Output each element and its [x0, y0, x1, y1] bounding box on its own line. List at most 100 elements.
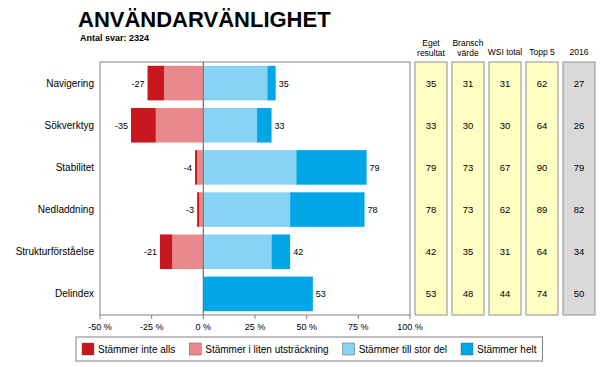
table-cell: 90 [537, 162, 548, 173]
legend-swatch [343, 343, 355, 355]
bar-segment [195, 150, 197, 185]
bar-segment [199, 192, 203, 227]
column-header-line: resultat [417, 48, 446, 58]
category-label: Strukturförståelse [16, 246, 95, 257]
bar-segment [160, 234, 172, 269]
table-cell: 89 [537, 204, 548, 215]
column-header-line: WSI total [488, 47, 523, 57]
table-cell: 48 [463, 288, 474, 299]
table-column [526, 62, 558, 315]
x-tick-label: -25 % [140, 322, 164, 332]
legend-swatch [82, 343, 94, 355]
category-label: Nedladdning [38, 204, 94, 215]
column-header-line: Eget [422, 38, 440, 48]
total-label: -27 [132, 79, 145, 89]
x-tick-label: 100 % [397, 322, 423, 332]
total-label: 35 [279, 79, 289, 89]
column-header: WSI total [488, 47, 523, 57]
table-cell: 73 [463, 204, 474, 215]
table-cell: 79 [574, 162, 585, 173]
table-cell: 62 [500, 204, 511, 215]
subtitle: Antal svar: 2324 [80, 33, 149, 43]
column-header-line: Bransch [452, 38, 483, 48]
x-tick [203, 315, 204, 319]
zero-line [203, 62, 204, 315]
table-column [563, 62, 595, 315]
column-header-line: 2016 [570, 47, 589, 57]
bar-segment [203, 192, 290, 227]
x-tick-label: 50 % [296, 322, 317, 332]
x-tick-label: 25 % [245, 322, 266, 332]
category-label: Stabilitet [56, 162, 95, 173]
table-cell: 78 [426, 204, 437, 215]
table-cell: 31 [500, 78, 511, 89]
x-tick [306, 315, 307, 319]
bar-segment [197, 192, 199, 227]
table-column [452, 62, 484, 315]
legend-label: Stämmer helt [477, 344, 537, 355]
x-tick [358, 315, 359, 319]
bar-segment [267, 66, 275, 101]
bar-segment [290, 192, 364, 227]
legend-swatch [189, 343, 201, 355]
bar-segment [172, 234, 203, 269]
table-cell: 35 [426, 78, 437, 89]
bar-segment [164, 66, 203, 101]
total-label: -3 [186, 205, 194, 215]
x-tick-label: -50 % [88, 322, 112, 332]
category-label: Sökverktyg [45, 120, 94, 131]
chart: ANVÄNDARVÄNLIGHETAntal svar: 2324 -50 % -2… [0, 0, 600, 367]
category-label: Navigering [46, 78, 94, 89]
table-cell: 31 [500, 246, 511, 257]
table-cell: 64 [537, 120, 548, 131]
table-column [415, 62, 447, 315]
table-cell: 42 [426, 246, 437, 257]
column-header: Topp 5 [529, 47, 555, 57]
table-cell: 30 [500, 120, 511, 131]
total-label: 53 [316, 289, 326, 299]
bar-segment [257, 108, 271, 143]
table-cell: 74 [537, 288, 548, 299]
legend-label: Stämmer till stor del [359, 344, 447, 355]
column-header-line: värde [457, 48, 479, 58]
table-cell: 50 [574, 288, 585, 299]
title: ANVÄNDARVÄNLIGHET [78, 7, 331, 32]
total-label: -21 [144, 247, 157, 257]
table-cell: 79 [426, 162, 437, 173]
table-cell: 73 [463, 162, 474, 173]
total-label: -35 [115, 121, 128, 131]
table-cell: 30 [463, 120, 474, 131]
bar-segment [203, 277, 313, 312]
column-header: Egetresultat [417, 38, 446, 58]
bar-segment [203, 66, 267, 101]
table-cell: 31 [463, 78, 474, 89]
bar-segment [197, 150, 203, 185]
x-tick [410, 315, 411, 319]
table-cell: 44 [500, 288, 511, 299]
total-label: 78 [368, 205, 378, 215]
bar-segment [296, 150, 366, 185]
bar-segment [131, 108, 156, 143]
table-cell: 62 [537, 78, 548, 89]
x-tick [100, 315, 101, 319]
legend-swatch [461, 343, 473, 355]
table-cell: 35 [463, 246, 474, 257]
table-cell: 82 [574, 204, 585, 215]
table-cell: 34 [574, 246, 585, 257]
x-tick-label: 75 % [348, 322, 369, 332]
bar-segment [148, 66, 165, 101]
table-cell: 67 [500, 162, 511, 173]
category-label: Delindex [55, 288, 94, 299]
table-cell: 33 [426, 120, 437, 131]
bar-segment [156, 108, 204, 143]
table-cell: 53 [426, 288, 437, 299]
column-header-line: Topp 5 [529, 47, 555, 57]
bar-segment [203, 234, 271, 269]
table-column [489, 62, 521, 315]
total-label: 33 [275, 121, 285, 131]
x-tick [255, 315, 256, 319]
total-label: 42 [293, 247, 303, 257]
legend-label: Stämmer inte alls [98, 344, 175, 355]
bar-segment [272, 234, 291, 269]
table-cell: 64 [537, 246, 548, 257]
